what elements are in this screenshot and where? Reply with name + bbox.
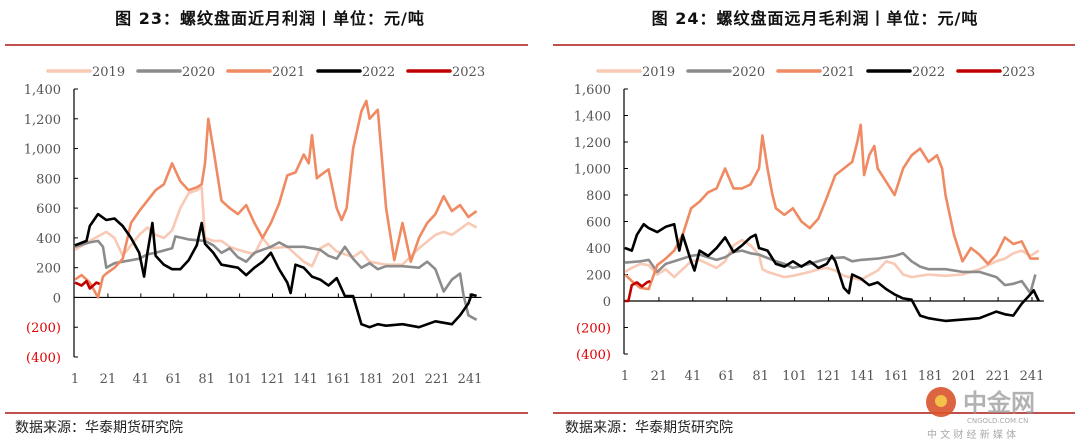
y-tick-label: 800 bbox=[36, 172, 61, 187]
x-tick-label: 101 bbox=[782, 369, 807, 384]
y-tick-label: (200) bbox=[26, 321, 61, 336]
y-tick-label: 600 bbox=[36, 202, 61, 217]
y-tick-label: 0 bbox=[603, 295, 611, 310]
x-tick-label: 41 bbox=[133, 372, 150, 387]
bottom-rule-1 bbox=[5, 412, 528, 414]
y-tick-label: 1,400 bbox=[24, 83, 61, 98]
legend-label-2022: 2022 bbox=[362, 65, 395, 80]
legend-label-2019: 2019 bbox=[642, 65, 675, 80]
x-tick-label: 81 bbox=[752, 369, 769, 384]
x-tick-label: 81 bbox=[198, 372, 215, 387]
x-tick-label: 161 bbox=[326, 372, 351, 387]
x-tick-label: 141 bbox=[293, 372, 318, 387]
legend-label-2022: 2022 bbox=[912, 65, 945, 80]
series-line-2021 bbox=[624, 123, 1039, 291]
series-line-2019 bbox=[74, 186, 478, 268]
x-tick-label: 241 bbox=[1020, 369, 1045, 384]
y-tick-label: 400 bbox=[36, 232, 61, 247]
x-tick-label: 141 bbox=[850, 369, 875, 384]
x-tick-label: 61 bbox=[165, 372, 182, 387]
legend-label-2023: 2023 bbox=[1002, 65, 1035, 80]
series-line-2022 bbox=[624, 222, 1040, 323]
bottom-rule-2 bbox=[553, 412, 1075, 414]
x-tick-label: 221 bbox=[425, 372, 450, 387]
series-line-2019 bbox=[624, 238, 1040, 282]
cngold-watermark-logo: 中金网 CNGOLD.COM.CN 中 文 财 经 新 媒 体 bbox=[925, 385, 1080, 443]
y-tick-label: 1,400 bbox=[574, 110, 611, 125]
source-note-1: 数据来源：华泰期货研究院 bbox=[15, 420, 183, 436]
x-tick-label: 101 bbox=[227, 372, 252, 387]
y-tick-label: 600 bbox=[586, 216, 611, 231]
x-tick-label: 201 bbox=[952, 369, 977, 384]
x-tick-label: 121 bbox=[816, 369, 841, 384]
source-note-2: 数据来源：华泰期货研究院 bbox=[565, 420, 733, 436]
x-tick-label: 181 bbox=[918, 369, 943, 384]
legend-label-2019: 2019 bbox=[92, 65, 125, 80]
y-tick-label: 1,600 bbox=[574, 83, 611, 98]
series-line-2021 bbox=[74, 99, 478, 299]
legend-label-2020: 2020 bbox=[732, 65, 765, 80]
cngold-logo-icon: 中金网 CNGOLD.COM.CN 中 文 财 经 新 媒 体 bbox=[926, 387, 1035, 441]
y-tick-label: 1,000 bbox=[24, 143, 61, 158]
x-tick-label: 21 bbox=[100, 372, 117, 387]
x-tick-label: 21 bbox=[651, 369, 668, 384]
x-tick-label: 201 bbox=[392, 372, 417, 387]
y-tick-label: 200 bbox=[586, 269, 611, 284]
y-tick-label: (200) bbox=[576, 322, 611, 337]
series-line-2023 bbox=[625, 279, 651, 303]
y-tick-label: 1,200 bbox=[24, 113, 61, 128]
chart-title-2: 图 24：螺纹盘面远月毛利润丨单位：元/吨 bbox=[651, 9, 979, 28]
y-tick-label: 200 bbox=[36, 262, 61, 277]
series-line-2020 bbox=[624, 249, 1037, 295]
y-tick-label: 400 bbox=[586, 242, 611, 257]
x-tick-label: 221 bbox=[986, 369, 1011, 384]
series-line-2022 bbox=[74, 212, 477, 329]
legend-label-2021: 2021 bbox=[272, 65, 305, 80]
y-tick-label: (400) bbox=[576, 348, 611, 363]
x-tick-label: 1 bbox=[621, 369, 629, 384]
x-tick-label: 61 bbox=[718, 369, 735, 384]
legend-label-2023: 2023 bbox=[452, 65, 485, 80]
svg-text:中金网: 中金网 bbox=[963, 389, 1035, 417]
series-line-2023 bbox=[74, 279, 101, 290]
svg-text:中 文 财 经 新 媒 体: 中 文 财 经 新 媒 体 bbox=[927, 428, 1016, 441]
x-tick-label: 1 bbox=[71, 372, 79, 387]
legend-label-2020: 2020 bbox=[182, 65, 215, 80]
top-rule-1 bbox=[5, 44, 528, 46]
x-tick-label: 41 bbox=[685, 369, 702, 384]
chart-title-1: 图 23：螺纹盘面近月利润丨单位：元/吨 bbox=[115, 9, 425, 28]
x-tick-label: 241 bbox=[458, 372, 483, 387]
x-tick-label: 161 bbox=[884, 369, 909, 384]
x-tick-label: 121 bbox=[260, 372, 285, 387]
svg-text:CNGOLD.COM.CN: CNGOLD.COM.CN bbox=[967, 417, 1028, 425]
y-tick-label: 1,000 bbox=[574, 163, 611, 178]
y-tick-label: (400) bbox=[26, 351, 61, 366]
y-tick-label: 1,200 bbox=[574, 136, 611, 151]
top-rule-2 bbox=[553, 44, 1075, 46]
x-tick-label: 181 bbox=[359, 372, 384, 387]
legend-label-2021: 2021 bbox=[822, 65, 855, 80]
y-tick-label: 0 bbox=[53, 291, 61, 306]
y-tick-label: 800 bbox=[586, 189, 611, 204]
